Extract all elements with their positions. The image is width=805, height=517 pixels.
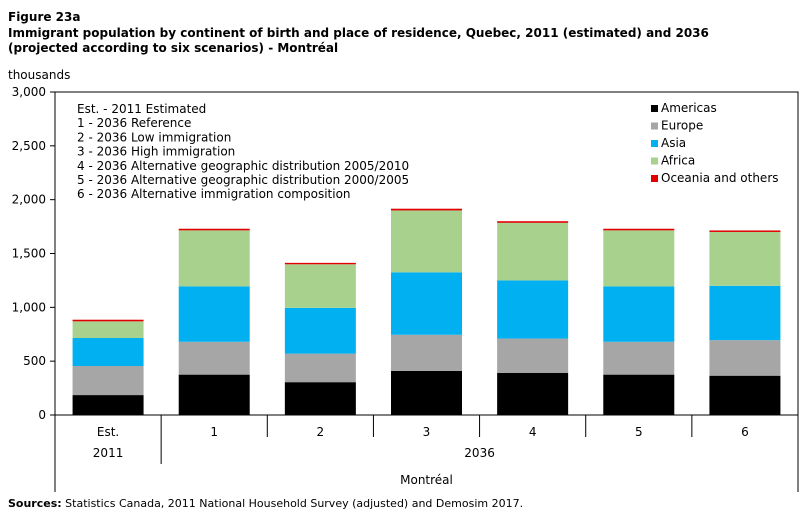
y-tick-label: 1,000	[12, 300, 46, 314]
legend-label: Europe	[661, 119, 703, 133]
sources-text: Statistics Canada, 2011 National Househo…	[61, 497, 524, 510]
bar-segment	[284, 382, 356, 415]
y-tick-label: 3,000	[12, 85, 46, 99]
bar-segment	[603, 230, 675, 287]
bar-segment	[709, 230, 781, 232]
bar-segment	[391, 208, 462, 211]
bar-segment	[178, 341, 250, 375]
bar-segment	[284, 307, 356, 354]
year-group-label: 2011	[93, 446, 124, 460]
legend-label: Asia	[661, 136, 686, 150]
bar-segment	[603, 228, 675, 231]
scenario-note: 6 - 2036 Alternative immigration composi…	[77, 187, 351, 201]
legend-swatch	[651, 105, 658, 112]
x-tick-label: 5	[635, 425, 643, 439]
bar-segment	[178, 374, 250, 415]
bar-segment	[497, 221, 569, 223]
bar-segment	[284, 262, 356, 265]
x-tick-label: 3	[423, 425, 431, 439]
legend-swatch	[651, 140, 658, 147]
bar-segment	[72, 338, 144, 367]
bar-segment	[709, 285, 781, 341]
bar-segment	[497, 338, 569, 374]
bar-segment	[72, 395, 144, 415]
bar-segment	[284, 353, 356, 383]
bar-segment	[709, 375, 781, 415]
bar-segment	[284, 264, 356, 308]
bar-segment	[497, 280, 569, 339]
chart-title: Immigrant population by continent of bir…	[8, 26, 709, 55]
figure-label: Figure 23a	[8, 10, 81, 24]
x-tick-label: 1	[210, 425, 218, 439]
bar-segment	[178, 230, 250, 287]
legend-swatch	[651, 175, 658, 182]
bar-segment	[709, 340, 781, 376]
bar-segment	[603, 286, 675, 342]
bar-segment	[72, 321, 144, 339]
x-tick-label: Est.	[97, 425, 119, 439]
bar-segment	[497, 373, 569, 415]
scenario-note: Est. - 2011 Estimated	[77, 102, 206, 116]
scenario-note: 1 - 2036 Reference	[77, 116, 191, 130]
bar-segment	[603, 374, 675, 415]
bar-segment	[178, 228, 250, 231]
bar-segment	[72, 366, 144, 396]
year-group-label: 2036	[464, 446, 495, 460]
bar-segment	[391, 210, 462, 273]
y-tick-label: 1,500	[12, 247, 46, 261]
y-axis-unit: thousands	[8, 68, 71, 82]
x-tick-label: 2	[317, 425, 325, 439]
legend-label: Oceania and others	[661, 171, 779, 185]
bar-segment	[72, 319, 144, 322]
sources-note: Sources: Statistics Canada, 2011 Nationa…	[8, 497, 523, 510]
legend-label: Africa	[661, 154, 695, 168]
legend-swatch	[651, 157, 658, 165]
bar-segment	[497, 222, 569, 281]
bar-segment	[391, 334, 462, 371]
bar-segment	[391, 370, 462, 415]
y-tick-label: 2,500	[12, 139, 46, 153]
x-tick-label: 6	[741, 425, 749, 439]
y-tick-label: 500	[23, 354, 46, 368]
bar-segment	[603, 341, 675, 375]
scenario-note: 5 - 2036 Alternative geographic distribu…	[77, 173, 409, 187]
y-tick-label: 2,000	[12, 193, 46, 207]
sources-label: Sources:	[8, 497, 62, 510]
bar-segment	[391, 272, 462, 335]
scenario-note: 2 - 2036 Low immigration	[77, 130, 231, 144]
bar-segment	[178, 286, 250, 342]
legend-swatch	[651, 122, 658, 130]
x-tick-label: 4	[529, 425, 537, 439]
y-tick-label: 0	[38, 408, 46, 422]
legend-label: Americas	[661, 101, 717, 115]
scenario-note: 3 - 2036 High immigration	[77, 145, 235, 159]
region-label: Montréal	[400, 473, 453, 487]
bar-segment	[709, 231, 781, 286]
scenario-note: 4 - 2036 Alternative geographic distribu…	[77, 159, 409, 173]
